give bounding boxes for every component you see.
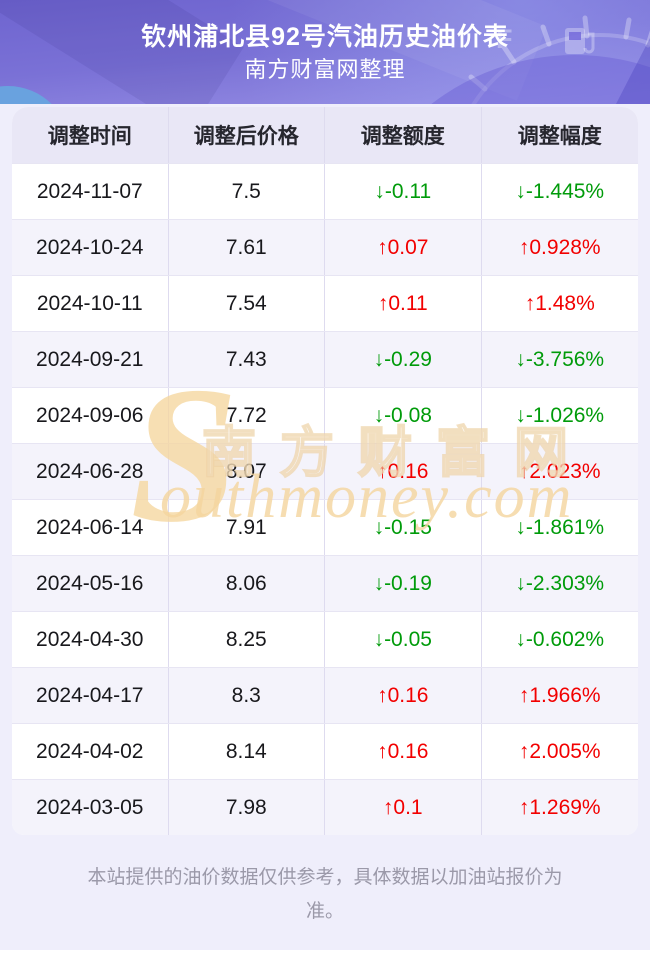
cell-rate: ↓-0.602% — [515, 627, 605, 651]
cell-date: 2024-03-05 — [12, 780, 169, 835]
cell-change: ↓-0.05 — [325, 612, 482, 667]
gauge-dome — [431, 55, 650, 104]
table-row: 2024-09-21 7.43 ↓-0.29 ↓-3.756% — [12, 331, 638, 387]
cell-price: 8.07 — [169, 444, 325, 499]
cell-date: 2024-06-28 — [12, 444, 169, 499]
cell-date: 2024-10-24 — [12, 220, 169, 275]
cell-rate: ↑2.023% — [518, 459, 601, 483]
cell-rate: ↑1.966% — [518, 683, 601, 707]
blue-corner-shape — [0, 86, 52, 104]
cell-change: ↓-0.11 — [325, 164, 482, 219]
cell-price: 8.25 — [169, 612, 325, 667]
page-header: F 钦州浦北县92号汽油历史油价表 南方财富网整理 — [0, 0, 650, 104]
cell-change: ↑0.16 — [325, 668, 482, 723]
cell-change: ↓-0.08 — [325, 388, 482, 443]
cell-rate: ↓-1.026% — [515, 403, 605, 427]
cell-rate: ↑0.928% — [518, 235, 601, 259]
table-row: 2024-10-24 7.61 ↑0.07 ↑0.928% — [12, 219, 638, 275]
column-header-rate: 调整幅度 — [517, 125, 602, 148]
table-header-row: 调整时间 调整后价格 调整额度 调整幅度 — [12, 107, 638, 163]
cell-date: 2024-04-17 — [12, 668, 169, 723]
fuel-pump-icon — [565, 28, 595, 54]
cell-date: 2024-04-02 — [12, 724, 169, 779]
table-row: 2024-06-14 7.91 ↓-0.15 ↓-1.861% — [12, 499, 638, 555]
cell-date: 2024-05-16 — [12, 556, 169, 611]
cell-date: 2024-04-30 — [12, 612, 169, 667]
cell-change: ↓-0.29 — [325, 332, 482, 387]
cell-price: 7.61 — [169, 220, 325, 275]
cell-rate: ↓-1.445% — [515, 179, 605, 203]
content-area: 调整时间 调整后价格 调整额度 调整幅度 2024-11-07 7.5 ↓-0.… — [0, 104, 650, 950]
cell-change: ↑0.1 — [325, 780, 482, 835]
cell-price: 8.06 — [169, 556, 325, 611]
cell-change: ↑0.11 — [325, 276, 482, 331]
cell-date: 2024-06-14 — [12, 500, 169, 555]
column-header-price: 调整后价格 — [169, 107, 325, 163]
cell-rate: ↓-3.756% — [515, 347, 605, 371]
cell-change: ↓-0.15 — [325, 500, 482, 555]
nozzle-shape-dark — [0, 0, 244, 104]
cell-date: 2024-10-11 — [12, 276, 169, 331]
cell-date: 2024-09-21 — [12, 332, 169, 387]
page-subtitle: 南方财富网整理 — [244, 57, 406, 82]
gauge-ticks — [468, 15, 650, 92]
cell-change: ↑0.16 — [325, 724, 482, 779]
cell-rate: ↑1.48% — [524, 291, 595, 315]
cell-price: 7.5 — [169, 164, 325, 219]
cell-price: 7.98 — [169, 780, 325, 835]
nozzle-shape-light — [108, 0, 547, 101]
table-body: 2024-11-07 7.5 ↓-0.11 ↓-1.445% 2024-10-2… — [12, 163, 638, 835]
cell-price: 7.91 — [169, 500, 325, 555]
cell-price: 8.14 — [169, 724, 325, 779]
table-row: 2024-11-07 7.5 ↓-0.11 ↓-1.445% — [12, 163, 638, 219]
cell-date: 2024-09-06 — [12, 388, 169, 443]
gauge-needle — [616, 38, 650, 104]
cell-change: ↑0.07 — [325, 220, 482, 275]
page-title: 钦州浦北县92号汽油历史油价表 — [141, 23, 509, 51]
table-row: 2024-04-02 8.14 ↑0.16 ↑2.005% — [12, 723, 638, 779]
cell-rate: ↑1.269% — [518, 795, 601, 819]
hero-text: 钦州浦北县92号汽油历史油价表 南方财富网整理 — [0, 0, 650, 86]
table-row: 2024-03-05 7.98 ↑0.1 ↑1.269% — [12, 779, 638, 835]
table-row: 2024-04-17 8.3 ↑0.16 ↑1.966% — [12, 667, 638, 723]
table-row: 2024-10-11 7.54 ↑0.11 ↑1.48% — [12, 275, 638, 331]
cell-price: 7.54 — [169, 276, 325, 331]
table-row: 2024-04-30 8.25 ↓-0.05 ↓-0.602% — [12, 611, 638, 667]
cell-change: ↑0.16 — [325, 444, 482, 499]
cell-rate: ↓-2.303% — [515, 571, 605, 595]
column-header-change: 调整额度 — [325, 107, 482, 163]
cell-price: 7.72 — [169, 388, 325, 443]
cell-price: 8.3 — [169, 668, 325, 723]
gauge-arc — [471, 33, 650, 104]
cell-date: 2024-11-07 — [12, 164, 169, 219]
gauge-full-label: F — [496, 24, 513, 54]
cell-rate: ↑2.005% — [518, 739, 601, 763]
cell-change: ↓-0.19 — [325, 556, 482, 611]
disclaimer-text: 本站提供的油价数据仅供参考，具体数据以加油站报价为准。 — [87, 867, 563, 923]
table-row: 2024-06-28 8.07 ↑0.16 ↑2.023% — [12, 443, 638, 499]
table-row: 2024-05-16 8.06 ↓-0.19 ↓-2.303% — [12, 555, 638, 611]
column-header-date: 调整时间 — [12, 107, 169, 163]
table-row: 2024-09-06 7.72 ↓-0.08 ↓-1.026% — [12, 387, 638, 443]
cell-price: 7.43 — [169, 332, 325, 387]
fuel-gauge-graphic: F — [0, 0, 650, 104]
price-history-table: 调整时间 调整后价格 调整额度 调整幅度 2024-11-07 7.5 ↓-0.… — [12, 107, 638, 835]
cell-rate: ↓-1.861% — [515, 515, 605, 539]
